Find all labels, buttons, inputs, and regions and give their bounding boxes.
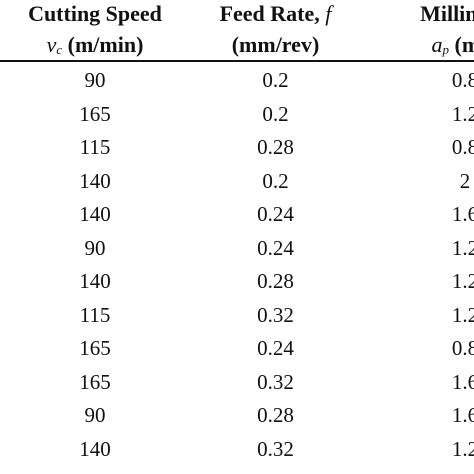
cutting-speed-cell: 115 bbox=[79, 135, 111, 159]
cutting-speed-cell: 90 bbox=[84, 68, 106, 92]
table-row: 115 0.28 0.8 bbox=[0, 131, 474, 165]
header-feed-rate-symbol: f bbox=[325, 1, 332, 26]
feed-rate-cell: 0.28 bbox=[257, 135, 294, 159]
table-row: 140 0.28 1.2 bbox=[0, 265, 474, 299]
header-milling-depth-unit-text: (mm bbox=[454, 32, 474, 57]
milling-depth-cell: 1.2 bbox=[451, 436, 474, 461]
cutting-speed-cell: 165 bbox=[79, 369, 111, 394]
header-cutting-speed-unit-text: (m/min) bbox=[62, 32, 144, 57]
feed-rate-cell: 0.24 bbox=[257, 336, 294, 360]
table-row: 90 0.28 1.6 bbox=[0, 399, 474, 433]
table-row: 165 0.24 0.8 bbox=[0, 332, 474, 366]
milling-depth-cell: 1.2 bbox=[451, 235, 474, 260]
feed-rate-cell: 0.24 bbox=[257, 202, 294, 226]
milling-depth-cell: 1.6 bbox=[451, 369, 474, 394]
feed-rate-cell: 0.24 bbox=[257, 235, 294, 260]
feed-rate-cell: 0.28 bbox=[257, 269, 294, 293]
cutting-speed-cell: 140 bbox=[79, 168, 111, 193]
cutting-speed-cell: 90 bbox=[84, 403, 106, 427]
header-cutting-speed-unit: vc (m/min) bbox=[0, 30, 190, 60]
table-row: 90 0.2 0.8 bbox=[0, 64, 474, 98]
header-cutting-speed-label: Cutting Speed bbox=[28, 1, 162, 26]
feed-rate-cell: 0.2 bbox=[262, 101, 289, 126]
milling-depth-cell: 1.2 bbox=[451, 101, 474, 126]
header-feed-rate-label: Feed Rate, bbox=[219, 1, 326, 26]
header-cutting-speed-subscript: c bbox=[56, 42, 63, 57]
cutting-speed-cell: 140 bbox=[79, 202, 111, 226]
milling-depth-cell: 0.8 bbox=[451, 68, 474, 92]
header-milling-depth: Milling D bbox=[360, 0, 474, 30]
header-milling-depth-unit: ap (mm bbox=[360, 30, 474, 60]
milling-depth-cell: 1.2 bbox=[451, 269, 474, 293]
header-milling-depth-label: Milling D bbox=[420, 1, 474, 26]
header-feed-rate: Feed Rate, f bbox=[198, 0, 353, 30]
feed-rate-cell: 0.32 bbox=[257, 436, 294, 461]
milling-depth-cell: 0.8 bbox=[451, 336, 474, 360]
header-milling-depth-symbol: a bbox=[431, 32, 443, 57]
header-feed-rate-unit-text: (mm/rev) bbox=[231, 32, 320, 57]
table-row: 140 0.24 1.6 bbox=[0, 198, 474, 232]
feed-rate-cell: 0.2 bbox=[262, 68, 289, 92]
feed-rate-cell: 0.32 bbox=[257, 302, 294, 327]
feed-rate-cell: 0.2 bbox=[262, 168, 289, 193]
header-milling-depth-subscript: p bbox=[442, 42, 450, 57]
milling-depth-cell: 1.6 bbox=[451, 202, 474, 226]
milling-depth-cell: 1.2 bbox=[451, 302, 474, 327]
table-row: 90 0.24 1.2 bbox=[0, 232, 474, 266]
header-rule bbox=[0, 60, 474, 62]
header-cutting-speed: Cutting Speed bbox=[0, 0, 190, 30]
table-row: 140 0.2 2 bbox=[0, 165, 474, 199]
feed-rate-cell: 0.28 bbox=[257, 403, 294, 427]
table-row: 165 0.32 1.6 bbox=[0, 366, 474, 400]
cutting-speed-cell: 165 bbox=[79, 101, 111, 126]
milling-depth-cell: 2 bbox=[459, 168, 471, 193]
cutting-speed-cell: 90 bbox=[84, 235, 106, 260]
cutting-speed-cell: 140 bbox=[79, 269, 111, 293]
cutting-speed-cell: 140 bbox=[79, 436, 111, 461]
feed-rate-cell: 0.32 bbox=[257, 369, 294, 394]
table-row: 115 0.32 1.2 bbox=[0, 299, 474, 333]
header-feed-rate-unit: (mm/rev) bbox=[198, 30, 353, 60]
cutting-speed-cell: 115 bbox=[79, 302, 111, 327]
cutting-speed-cell: 165 bbox=[79, 336, 111, 360]
milling-depth-cell: 0.8 bbox=[451, 135, 474, 159]
milling-depth-cell: 1.6 bbox=[451, 403, 474, 427]
table-row: 140 0.32 1.2 bbox=[0, 433, 474, 467]
header-cutting-speed-symbol: v bbox=[46, 32, 57, 57]
table-row: 165 0.2 1.2 bbox=[0, 98, 474, 132]
